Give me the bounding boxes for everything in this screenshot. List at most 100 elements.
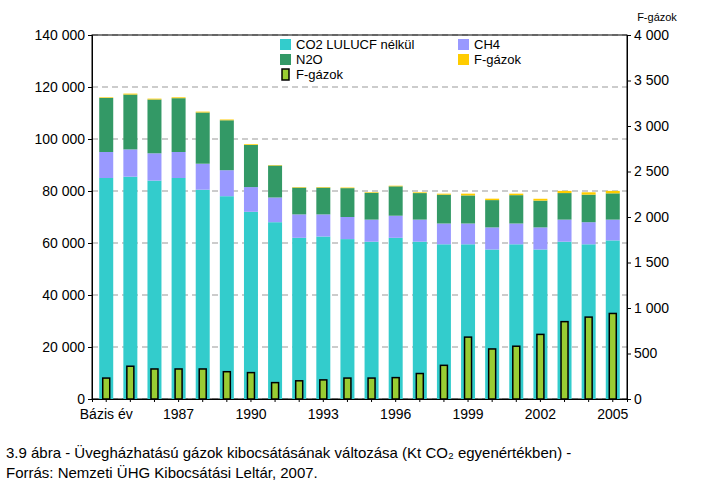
tick: 60 000 — [42, 235, 92, 251]
bar — [606, 240, 620, 399]
bar — [558, 193, 572, 220]
tick — [226, 399, 227, 402]
tick-label: 1990 — [235, 406, 266, 422]
bar — [582, 195, 596, 223]
tick-label: Bázis év — [80, 406, 133, 422]
bar — [320, 380, 327, 399]
bar — [606, 193, 620, 219]
bar — [485, 199, 499, 200]
bar — [220, 119, 234, 121]
bar — [272, 383, 279, 399]
tick-mark — [443, 399, 444, 402]
bar — [172, 152, 186, 178]
title: 3.9 ábra - Üvegházhatású gázok kibocsátá… — [6, 444, 571, 461]
bar — [585, 317, 592, 399]
bar — [461, 194, 475, 196]
bar — [268, 222, 282, 399]
bar — [440, 365, 447, 399]
tick-mark — [88, 295, 92, 296]
bar — [196, 190, 210, 399]
bar — [558, 242, 572, 399]
bar — [316, 187, 330, 189]
tick-mark — [419, 399, 420, 402]
bar — [175, 369, 182, 399]
bar — [99, 98, 113, 152]
tick-mark — [347, 399, 348, 402]
tick — [130, 399, 131, 402]
bar — [296, 381, 303, 399]
bar — [268, 198, 282, 223]
legend-item: N2O — [280, 52, 323, 67]
legend-item: F-gázok — [458, 52, 521, 67]
tick: 120 000 — [34, 79, 92, 95]
tick: 140 000 — [34, 27, 92, 43]
bar — [461, 195, 475, 223]
plot-frame — [92, 35, 627, 399]
tick — [347, 399, 348, 402]
tick-label: 1996 — [380, 406, 411, 422]
tick-label: 1 000 — [634, 300, 669, 316]
bar — [244, 212, 258, 399]
y2-axis: 05001 0001 5002 0002 5003 0003 5004 000 — [627, 27, 669, 407]
x-axis: Bázis év1987199019931996199920022005 — [80, 399, 629, 422]
bar — [461, 224, 475, 245]
tick-mark — [492, 399, 493, 402]
tick-mark — [468, 399, 469, 402]
tick: 2005 — [597, 399, 628, 422]
bar — [172, 178, 186, 399]
bar — [392, 378, 399, 399]
y-axis: 020 00040 00060 00080 000100 000120 0001… — [34, 27, 92, 407]
tick — [516, 399, 517, 402]
bar — [582, 192, 596, 194]
tick: 2 000 — [627, 209, 669, 225]
axis-line — [628, 36, 632, 400]
tick: 1987 — [163, 399, 194, 422]
bar — [509, 195, 523, 223]
legend-swatch — [458, 54, 469, 65]
bar — [151, 369, 158, 399]
tick — [443, 399, 444, 402]
bar — [123, 95, 137, 150]
bar — [247, 373, 254, 399]
tick: 1996 — [380, 399, 411, 422]
tick-mark — [178, 399, 179, 402]
bar — [196, 111, 210, 113]
bar — [99, 178, 113, 399]
grid-line — [92, 87, 627, 88]
bar — [244, 144, 258, 146]
bar — [292, 214, 306, 237]
bar — [172, 97, 186, 99]
bar-series — [99, 149, 620, 249]
tick-label: 2 500 — [634, 163, 669, 179]
tick — [492, 399, 493, 402]
tick: 500 — [627, 345, 658, 361]
tick-mark — [250, 399, 251, 402]
bar — [292, 238, 306, 399]
tick-label: 120 000 — [34, 79, 85, 95]
bar — [606, 220, 620, 241]
tick-mark — [106, 399, 107, 402]
tick: 3 500 — [627, 72, 669, 88]
tick-mark — [88, 243, 92, 244]
tick — [299, 399, 300, 402]
tick-label: 2 000 — [634, 209, 669, 225]
tick-mark — [154, 399, 155, 402]
bar — [99, 97, 113, 99]
bar — [268, 165, 282, 166]
legend-swatch — [458, 39, 469, 50]
bar — [389, 216, 403, 238]
bar — [340, 217, 354, 239]
tick-mark — [88, 87, 92, 88]
tick-label: 140 000 — [34, 27, 85, 43]
tick: 0 — [627, 391, 642, 407]
tick-mark — [395, 399, 396, 402]
tick: 1999 — [452, 399, 483, 422]
tick-mark — [627, 217, 631, 218]
legend-item: CH4 — [458, 37, 500, 52]
tick-mark — [299, 399, 300, 402]
tick-mark — [275, 399, 276, 402]
tick-mark — [612, 399, 613, 402]
tick: 40 000 — [42, 287, 92, 303]
axis-line — [93, 400, 628, 403]
bar — [196, 164, 210, 190]
